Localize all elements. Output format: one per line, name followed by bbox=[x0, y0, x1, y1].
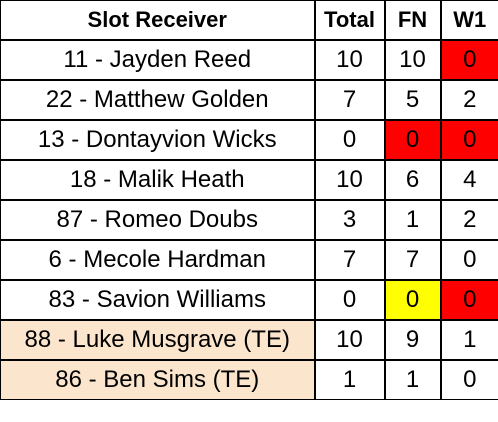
fn-cell: 5 bbox=[383, 79, 442, 121]
header-fn: FN bbox=[383, 0, 442, 41]
player-name-cell: 13 - Dontayvion Wicks bbox=[0, 119, 316, 161]
total-cell: 7 bbox=[313, 239, 386, 281]
table-row: 11 - Jayden Reed 10 10 0 bbox=[0, 39, 498, 81]
total-cell: 3 bbox=[313, 199, 386, 241]
w1-cell: 2 bbox=[439, 79, 498, 121]
w1-cell: 1 bbox=[439, 319, 498, 361]
table-row: 88 - Luke Musgrave (TE) 10 9 1 bbox=[0, 319, 498, 361]
slot-receiver-table: Slot Receiver Total FN W1 11 - Jayden Re… bbox=[0, 0, 498, 400]
player-name-cell: 22 - Matthew Golden bbox=[0, 79, 316, 121]
fn-cell: 0 bbox=[383, 279, 442, 321]
total-cell: 1 bbox=[313, 359, 386, 400]
fn-cell: 1 bbox=[383, 359, 442, 400]
fn-cell: 6 bbox=[383, 159, 442, 201]
total-cell: 10 bbox=[313, 319, 386, 361]
fn-cell: 0 bbox=[383, 119, 442, 161]
header-row: Slot Receiver Total FN W1 bbox=[0, 0, 498, 41]
total-cell: 0 bbox=[313, 279, 386, 321]
w1-cell: 2 bbox=[439, 199, 498, 241]
w1-cell: 0 bbox=[439, 239, 498, 281]
table-row: 6 - Mecole Hardman 7 7 0 bbox=[0, 239, 498, 281]
fn-cell: 1 bbox=[383, 199, 442, 241]
fn-cell: 9 bbox=[383, 319, 442, 361]
table-row: 87 - Romeo Doubs 3 1 2 bbox=[0, 199, 498, 241]
table-row: 83 - Savion Williams 0 0 0 bbox=[0, 279, 498, 321]
w1-cell: 0 bbox=[439, 39, 498, 81]
total-cell: 7 bbox=[313, 79, 386, 121]
total-cell: 10 bbox=[313, 39, 386, 81]
fn-cell: 10 bbox=[383, 39, 442, 81]
w1-cell: 0 bbox=[439, 279, 498, 321]
player-name-cell: 83 - Savion Williams bbox=[0, 279, 316, 321]
table-row: 22 - Matthew Golden 7 5 2 bbox=[0, 79, 498, 121]
player-name-cell: 18 - Malik Heath bbox=[0, 159, 316, 201]
w1-cell: 0 bbox=[439, 359, 498, 400]
player-name-cell: 11 - Jayden Reed bbox=[0, 39, 316, 81]
player-name-cell: 6 - Mecole Hardman bbox=[0, 239, 316, 281]
header-slot-receiver: Slot Receiver bbox=[0, 0, 316, 41]
table-row: 13 - Dontayvion Wicks 0 0 0 bbox=[0, 119, 498, 161]
table-row: 18 - Malik Heath 10 6 4 bbox=[0, 159, 498, 201]
player-name-cell: 88 - Luke Musgrave (TE) bbox=[0, 319, 316, 361]
header-total: Total bbox=[313, 0, 386, 41]
header-w1: W1 bbox=[439, 0, 498, 41]
player-name-cell: 86 - Ben Sims (TE) bbox=[0, 359, 316, 400]
w1-cell: 4 bbox=[439, 159, 498, 201]
fn-cell: 7 bbox=[383, 239, 442, 281]
total-cell: 10 bbox=[313, 159, 386, 201]
total-cell: 0 bbox=[313, 119, 386, 161]
w1-cell: 0 bbox=[439, 119, 498, 161]
player-name-cell: 87 - Romeo Doubs bbox=[0, 199, 316, 241]
table-row: 86 - Ben Sims (TE) 1 1 0 bbox=[0, 359, 498, 400]
